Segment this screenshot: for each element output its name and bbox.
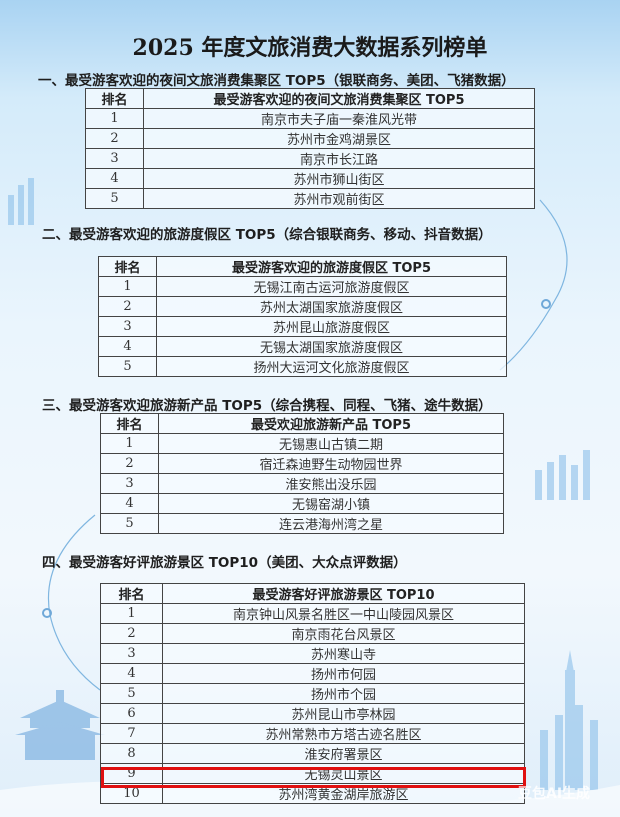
rank-cell: 1 [100,433,159,454]
rank-header: 排名 [100,583,163,604]
table-row: 3 苏州寒山寺 [100,643,525,664]
table-row: 2 宿迁森迪野生动物园世界 [100,453,504,474]
name-cell: 扬州大运河文化旅游度假区 [156,356,507,377]
section-heading-2: 二、最受游客欢迎的旅游度假区 TOP5（综合银联商务、移动、抖音数据） [42,227,492,243]
name-cell: 苏州常熟市方塔古迹名胜区 [162,723,525,744]
section-heading-4: 四、最受游客好评旅游景区 TOP10（美团、大众点评数据） [42,555,407,571]
rank-cell: 2 [100,453,159,474]
header-row: 排名 最受欢迎旅游新产品 TOP5 [100,413,504,434]
name-cell: 无锡江南古运河旅游度假区 [156,276,507,297]
page-title: 2025 年度文旅消费大数据系列榜单 [132,35,488,61]
column-header: 最受欢迎旅游新产品 TOP5 [158,413,504,434]
table-row: 8 淮安府署景区 [100,743,525,764]
table-row: 5 苏州市观前街区 [85,188,535,209]
rank-cell: 3 [98,316,157,337]
rank-cell: 2 [100,623,163,644]
table-row: 2 苏州太湖国家旅游度假区 [98,296,507,317]
table-row: 4 扬州市何园 [100,663,525,684]
name-cell: 苏州市金鸡湖景区 [143,128,535,149]
table-row: 4 无锡太湖国家旅游度假区 [98,336,507,357]
table-row: 3 苏州昆山旅游度假区 [98,316,507,337]
watermark: 豆包AI生成 [518,786,591,802]
section-heading-3: 三、最受游客欢迎旅游新产品 TOP5（综合携程、同程、飞猪、途牛数据） [42,398,492,414]
rank-cell: 5 [100,513,159,534]
name-cell: 苏州昆山市亭林园 [162,703,525,724]
rank-cell: 3 [100,473,159,494]
rank-cell: 2 [85,128,144,149]
name-cell: 苏州湾黄金湖岸旅游区 [162,783,525,804]
table-row: 4 苏州市狮山街区 [85,168,535,189]
table-row: 5 扬州市个园 [100,683,525,704]
table-row: 1 南京市夫子庙一秦淮风光带 [85,108,535,129]
name-cell: 扬州市何园 [162,663,525,684]
rank-cell: 4 [98,336,157,357]
name-cell: 南京钟山风景名胜区一中山陵园风景区 [162,603,525,624]
name-cell: 淮安府署景区 [162,743,525,764]
name-cell: 淮安熊出没乐园 [158,473,504,494]
rank-cell: 5 [85,188,144,209]
rank-cell: 4 [85,168,144,189]
name-cell: 苏州太湖国家旅游度假区 [156,296,507,317]
table-row: 6 苏州昆山市亭林园 [100,703,525,724]
section-heading-1: 一、最受游客欢迎的夜间文旅消费集聚区 TOP5（银联商务、美团、飞猪数据） [38,73,515,89]
rank-cell: 4 [100,663,163,684]
name-cell: 连云港海州湾之星 [158,513,504,534]
rank-cell: 1 [98,276,157,297]
name-cell: 苏州昆山旅游度假区 [156,316,507,337]
name-cell: 苏州市狮山街区 [143,168,535,189]
table-row: 1 无锡惠山古镇二期 [100,433,504,454]
table-row: 7 苏州常熟市方塔古迹名胜区 [100,723,525,744]
table-row: 1 无锡江南古运河旅游度假区 [98,276,507,297]
rank-cell: 2 [98,296,157,317]
rank-cell: 1 [100,603,163,624]
ranking-table-3: 排名 最受欢迎旅游新产品 TOP5 1 无锡惠山古镇二期 2 宿迁森迪野生动物园世界 … [100,413,504,534]
table-row: 4 无锡窑湖小镇 [100,493,504,514]
name-cell: 无锡惠山古镇二期 [158,433,504,454]
name-cell: 南京市长江路 [143,148,535,169]
table-row: 10 苏州湾黄金湖岸旅游区 [100,783,525,804]
column-header: 最受游客欢迎的夜间文旅消费集聚区 TOP5 [143,88,535,109]
name-cell: 南京雨花台风景区 [162,623,525,644]
rank-cell: 5 [100,683,163,704]
rank-cell: 7 [100,723,163,744]
name-cell: 宿迁森迪野生动物园世界 [158,453,504,474]
column-header: 最受游客好评旅游景区 TOP10 [162,583,525,604]
rank-cell: 1 [85,108,144,129]
table-row: 1 南京钟山风景名胜区一中山陵园风景区 [100,603,525,624]
rank-cell: 8 [100,743,163,764]
highlight-box [101,767,526,788]
rank-cell: 5 [98,356,157,377]
name-cell: 无锡太湖国家旅游度假区 [156,336,507,357]
header-row: 排名 最受游客好评旅游景区 TOP10 [100,583,525,604]
table-row: 3 南京市长江路 [85,148,535,169]
table-row: 2 苏州市金鸡湖景区 [85,128,535,149]
header-row: 排名 最受游客欢迎的旅游度假区 TOP5 [98,256,507,277]
rank-cell: 3 [85,148,144,169]
table-row: 3 淮安熊出没乐园 [100,473,504,494]
rank-cell: 3 [100,643,163,664]
table-row: 5 扬州大运河文化旅游度假区 [98,356,507,377]
name-cell: 扬州市个园 [162,683,525,704]
rank-cell: 4 [100,493,159,514]
name-cell: 苏州市观前街区 [143,188,535,209]
name-cell: 苏州寒山寺 [162,643,525,664]
header-row: 排名 最受游客欢迎的夜间文旅消费集聚区 TOP5 [85,88,535,109]
table-row: 2 南京雨花台风景区 [100,623,525,644]
rank-cell: 10 [100,783,163,804]
rank-header: 排名 [85,88,144,109]
rank-cell: 6 [100,703,163,724]
rank-header: 排名 [100,413,159,434]
ranking-table-2: 排名 最受游客欢迎的旅游度假区 TOP5 1 无锡江南古运河旅游度假区 2 苏州太湖国… [98,256,507,377]
column-header: 最受游客欢迎的旅游度假区 TOP5 [156,256,507,277]
name-cell: 南京市夫子庙一秦淮风光带 [143,108,535,129]
name-cell: 无锡窑湖小镇 [158,493,504,514]
table-row: 5 连云港海州湾之星 [100,513,504,534]
rank-header: 排名 [98,256,157,277]
